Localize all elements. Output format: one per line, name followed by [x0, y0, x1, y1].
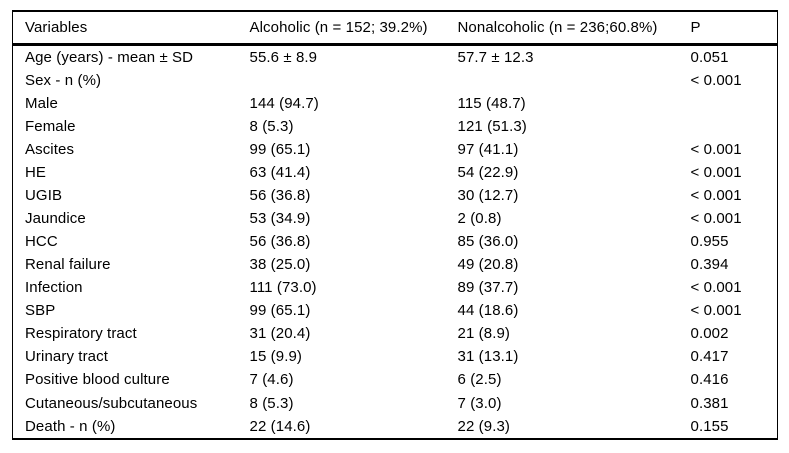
comparison-table-container: Variables Alcoholic (n = 152; 39.2%) Non… [12, 10, 778, 440]
table-cell: UGIB [25, 187, 63, 205]
table-row: HCC 56 (36.8) 85 (36.0) 0.955 [13, 230, 778, 253]
table-cell: 0.417 [690, 348, 729, 366]
column-header-p-value: P [690, 18, 701, 36]
table-cell: 44 (18.6) [457, 302, 519, 320]
table-row: Renal failure 38 (25.0) 49 (20.8) 0.394 [13, 253, 778, 276]
table-cell: 7 (4.6) [249, 371, 294, 389]
table-cell: < 0.001 [690, 164, 742, 182]
table-cell: 8 (5.3) [249, 118, 294, 136]
table-row: Positive blood culture 7 (4.6) 6 (2.5) 0.41… [13, 368, 778, 391]
table-cell: 49 (20.8) [457, 256, 519, 274]
table-cell: < 0.001 [690, 141, 742, 159]
table-cell: Renal failure [25, 256, 111, 274]
table-cell [238, 69, 446, 92]
table-body: Age (years) - mean ± SD 55.6 ± 8.9 57.7 ± … [13, 44, 778, 439]
table-cell: 0.051 [690, 48, 729, 66]
table-cell: Death - n (%) [25, 417, 116, 435]
table-cell: 7 (3.0) [457, 394, 502, 412]
comparison-table: Variables Alcoholic (n = 152; 39.2%) Non… [12, 10, 778, 440]
table-cell: 121 (51.3) [457, 118, 527, 136]
table-cell: Positive blood culture [25, 371, 170, 389]
table-cell: Urinary tract [25, 348, 108, 366]
table-cell: HE [25, 164, 47, 182]
table-cell: 57.7 ± 12.3 [457, 48, 534, 66]
table-cell: Respiratory tract [25, 325, 137, 343]
table-row: Age (years) - mean ± SD 55.6 ± 8.9 57.7 ± … [13, 44, 778, 69]
table-row: Urinary tract 15 (9.9) 31 (13.1) 0.417 [13, 345, 778, 368]
table-cell: 56 (36.8) [249, 187, 311, 205]
table-cell: < 0.001 [690, 187, 742, 205]
table-cell: Ascites [25, 141, 75, 159]
table-cell: 85 (36.0) [457, 233, 519, 251]
table-cell: Jaundice [25, 210, 86, 228]
table-cell: 2 (0.8) [457, 210, 502, 228]
table-cell: 31 (20.4) [249, 325, 311, 343]
table-row: Male 144 (94.7) 115 (48.7) [13, 92, 778, 115]
table-cell: 38 (25.0) [249, 256, 311, 274]
table-cell: Male [25, 95, 58, 113]
table-cell: 99 (65.1) [249, 302, 311, 320]
table-row: Jaundice 53 (34.9) 2 (0.8) < 0.001 [13, 207, 778, 230]
table-cell: Cutaneous/subcutaneous [25, 394, 198, 412]
table-cell: 22 (9.3) [457, 417, 510, 435]
table-cell: 21 (8.9) [457, 325, 510, 343]
table-cell: 97 (41.1) [457, 141, 519, 159]
column-header-alcoholic: Alcoholic (n = 152; 39.2%) [249, 18, 428, 36]
table-cell: 144 (94.7) [249, 95, 319, 113]
table-cell: 89 (37.7) [457, 279, 519, 297]
table-row: UGIB 56 (36.8) 30 (12.7) < 0.001 [13, 184, 778, 207]
table-cell: 0.002 [690, 325, 729, 343]
table-cell: 8 (5.3) [249, 394, 294, 412]
table-cell: Female [25, 118, 76, 136]
table-row: SBP 99 (65.1) 44 (18.6) < 0.001 [13, 299, 778, 322]
column-header-variables: Variables [25, 18, 88, 36]
table-cell: < 0.001 [690, 210, 742, 228]
column-header-nonalcoholic: Nonalcoholic (n = 236;60.8%) [457, 18, 658, 36]
table-cell: 0.955 [690, 233, 729, 251]
table-cell [679, 92, 778, 115]
table-cell: 0.416 [690, 371, 729, 389]
table-cell: 54 (22.9) [457, 164, 519, 182]
table-row: Cutaneous/subcutaneous 8 (5.3) 7 (3.0) 0.38… [13, 392, 778, 415]
table-cell: 31 (13.1) [457, 348, 519, 366]
table-row: Female 8 (5.3) 121 (51.3) [13, 115, 778, 138]
table-cell: 63 (41.4) [249, 164, 311, 182]
table-cell [446, 69, 679, 92]
table-row: Sex - n (%) < 0.001 [13, 69, 778, 92]
table-cell: 0.381 [690, 394, 729, 412]
table-cell [679, 115, 778, 138]
table-cell: HCC [25, 233, 58, 251]
table-cell: 55.6 ± 8.9 [249, 48, 318, 66]
table-cell: Infection [25, 279, 83, 297]
table-row: Infection 111 (73.0) 89 (37.7) < 0.001 [13, 276, 778, 299]
table-row: HE 63 (41.4) 54 (22.9) < 0.001 [13, 161, 778, 184]
table-cell: < 0.001 [690, 302, 742, 320]
table-cell: 15 (9.9) [249, 348, 302, 366]
table-cell: 99 (65.1) [249, 141, 311, 159]
table-cell: 0.394 [690, 256, 729, 274]
table-cell: SBP [25, 302, 56, 320]
table-cell: 53 (34.9) [249, 210, 311, 228]
table-cell: Sex - n (%) [25, 72, 102, 90]
table-cell: 111 (73.0) [249, 279, 317, 297]
table-cell: < 0.001 [690, 72, 742, 90]
table-cell: 22 (14.6) [249, 417, 311, 435]
table-cell: 6 (2.5) [457, 371, 502, 389]
table-header-row: Variables Alcoholic (n = 152; 39.2%) Non… [12, 11, 778, 44]
table-cell: 30 (12.7) [457, 187, 519, 205]
table-cell: 56 (36.8) [249, 233, 311, 251]
table-cell: 115 (48.7) [457, 95, 526, 113]
table-row: Ascites 99 (65.1) 97 (41.1) < 0.001 [13, 138, 778, 161]
table-cell: Age (years) - mean ± SD [25, 48, 194, 66]
table-cell: < 0.001 [690, 279, 742, 297]
table-cell: 0.155 [690, 417, 729, 435]
table-row: Death - n (%) 22 (14.6) 22 (9.3) 0.155 [13, 415, 778, 439]
table-row: Respiratory tract 31 (20.4) 21 (8.9) 0.002 [13, 322, 778, 345]
